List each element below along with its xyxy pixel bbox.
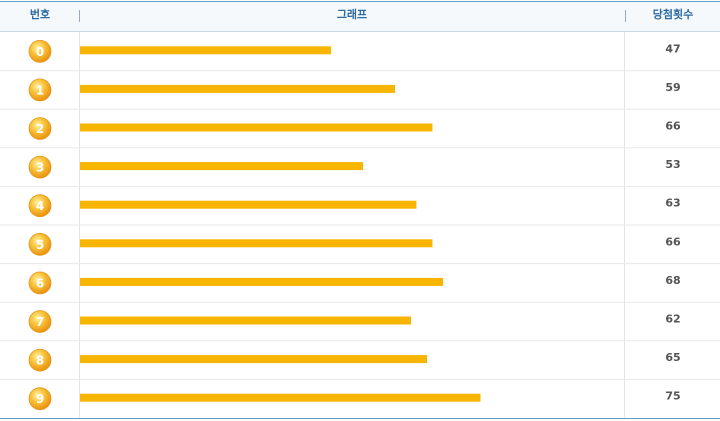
win-count: 66 [665,120,681,133]
column-header: 당첨횟수 [653,7,693,21]
bar [80,316,412,325]
ball-number: 4 [36,199,44,213]
column-header: 번호 [30,7,50,21]
bar [80,239,433,248]
ball-number: 3 [36,161,44,175]
bar [80,46,331,55]
ball-number: 2 [36,122,44,136]
column-header: 그래프 [337,7,367,21]
win-count: 66 [665,235,681,248]
bar [80,393,481,402]
number-ball [28,348,52,372]
win-count: 75 [665,390,680,403]
ball-number: 0 [36,45,44,59]
ball-number: 6 [36,276,44,290]
number-ball [28,194,52,218]
win-count: 65 [665,351,680,364]
win-count: 63 [665,197,680,210]
ball-number: 7 [36,315,44,329]
bar [80,123,433,132]
win-count: 53 [665,158,680,171]
bar [80,277,444,286]
number-ball [28,271,52,295]
win-count: 59 [665,81,680,94]
number-ball [28,232,52,256]
ball-number: 1 [36,83,44,97]
header-background [0,1,720,31]
ball-number: 8 [36,354,44,368]
win-count: 68 [665,274,680,287]
number-ball [28,78,52,102]
number-ball [28,117,52,140]
win-count: 47 [665,42,680,55]
bar [80,162,364,171]
number-ball [28,39,52,63]
number-ball [28,387,52,411]
ball-number: 9 [36,392,44,406]
ball-number: 5 [36,238,44,252]
win-count: 62 [665,313,680,326]
number-ball [28,155,52,179]
bar [80,84,396,93]
bar [80,200,417,209]
bar [80,355,428,364]
number-ball [28,310,52,333]
